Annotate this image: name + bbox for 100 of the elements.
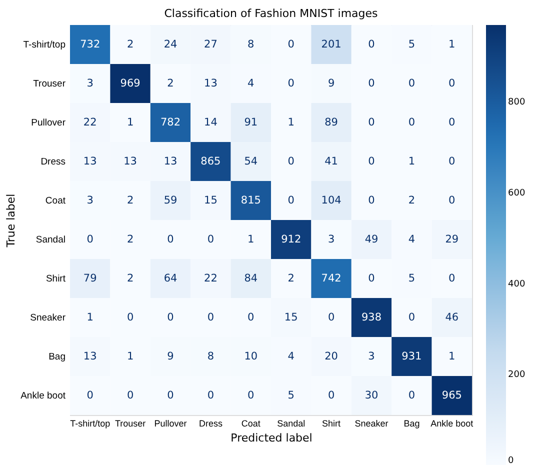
data-label: 0 (368, 272, 375, 284)
data-label: 13 (83, 350, 97, 362)
y-tick-label: Pullover (31, 118, 66, 128)
data-label: 2 (126, 234, 134, 246)
data-label: 13 (83, 156, 97, 168)
data-label: 1 (126, 116, 134, 128)
data-label: 201 (321, 38, 342, 50)
data-label: 1 (448, 38, 456, 50)
data-label: 46 (445, 312, 459, 324)
data-label: 1 (448, 350, 456, 362)
data-label: 1 (126, 350, 134, 362)
data-label: 1 (288, 116, 294, 128)
data-label: 0 (448, 78, 456, 90)
data-label: 2 (408, 194, 416, 206)
data-label: 10 (244, 350, 258, 362)
y-tick-label: Coat (45, 196, 66, 206)
data-label: 41 (324, 156, 338, 168)
data-label: 965 (442, 390, 462, 402)
data-label: 1 (86, 312, 94, 324)
data-label: 54 (244, 156, 258, 168)
data-label: 0 (207, 312, 214, 324)
color-bar-label: 200 (508, 370, 526, 380)
data-label: 0 (167, 390, 174, 402)
x-axis-title: Predicted label (230, 432, 312, 444)
data-label: 0 (408, 116, 416, 128)
data-label: 2 (126, 194, 134, 206)
data-label: 14 (204, 116, 218, 128)
data-label: 0 (86, 390, 94, 402)
data-label: 13 (204, 78, 218, 90)
data-label: 1 (248, 234, 254, 246)
data-label: 0 (368, 116, 375, 128)
data-label: 5 (408, 272, 416, 284)
x-tick-label: Shirt (322, 418, 342, 428)
data-label: 64 (164, 272, 178, 284)
data-label: 782 (160, 116, 181, 128)
data-label: 931 (402, 350, 422, 362)
data-label: 5 (288, 390, 294, 402)
data-label: 15 (204, 194, 218, 206)
y-tick-label: Sandal (36, 234, 66, 246)
data-label: 0 (86, 234, 94, 246)
y-tick-label: Sneaker (30, 312, 66, 324)
data-label: 815 (240, 194, 261, 206)
data-label: 4 (408, 234, 416, 246)
chart-title: Classification of Fashion MNIST images (164, 7, 378, 20)
color-bar-label: 600 (508, 188, 526, 199)
data-label: 8 (207, 350, 214, 362)
data-label: 732 (80, 38, 100, 50)
data-label: 2 (126, 272, 134, 284)
data-label: 30 (364, 390, 378, 402)
data-label: 0 (207, 234, 214, 246)
data-label: 104 (321, 194, 342, 206)
color-bar-label: 800 (508, 98, 526, 108)
data-label: 84 (244, 272, 258, 284)
data-label: 0 (248, 390, 254, 402)
data-label: 20 (324, 350, 338, 362)
x-tick-label: Dress (198, 418, 223, 428)
data-label: 0 (167, 234, 174, 246)
data-label: 29 (445, 234, 459, 246)
data-label: 3 (368, 350, 375, 362)
data-label: 13 (124, 156, 137, 168)
data-label: 0 (448, 116, 456, 128)
data-label: 865 (200, 156, 221, 168)
data-label: 0 (288, 194, 294, 206)
data-label: 0 (167, 312, 174, 324)
data-label: 79 (83, 272, 97, 284)
data-label: 4 (248, 78, 255, 90)
data-label: 0 (368, 194, 375, 206)
data-label: 0 (368, 38, 375, 50)
data-label: 969 (120, 78, 140, 90)
x-tick-label: Sneaker (354, 418, 388, 428)
y-tick-label: Bag (48, 352, 66, 362)
data-label: 0 (126, 312, 134, 324)
data-label: 0 (248, 312, 254, 324)
data-label: 912 (281, 234, 302, 246)
data-label: 2 (288, 272, 294, 284)
data-label: 89 (324, 116, 338, 128)
y-tick-label: Shirt (46, 274, 66, 284)
data-label: 3 (86, 78, 94, 90)
y-tick-label: Trouser (33, 78, 66, 90)
data-label: 0 (328, 390, 335, 402)
data-label: 3 (86, 194, 94, 206)
data-label: 24 (164, 38, 178, 50)
color-bar-label: 0 (508, 456, 514, 466)
data-label: 5 (408, 38, 416, 50)
x-tick-label: T-shirt/top (70, 418, 110, 428)
data-label: 2 (126, 38, 134, 50)
data-label: 0 (288, 156, 294, 168)
data-label: 22 (83, 116, 97, 128)
data-label: 742 (321, 272, 342, 284)
data-label: 0 (288, 38, 294, 50)
y-tick-label: Dress (40, 156, 66, 168)
data-label: 15 (284, 312, 298, 324)
data-label: 49 (364, 234, 378, 246)
data-label: 8 (248, 38, 254, 50)
x-tick-label: Bag (404, 418, 420, 428)
data-label: 0 (448, 272, 456, 284)
y-axis-title: True label (4, 194, 18, 248)
data-label: 0 (408, 78, 416, 90)
x-tick-label: Sandal (277, 418, 306, 428)
data-label: 9 (328, 78, 335, 90)
